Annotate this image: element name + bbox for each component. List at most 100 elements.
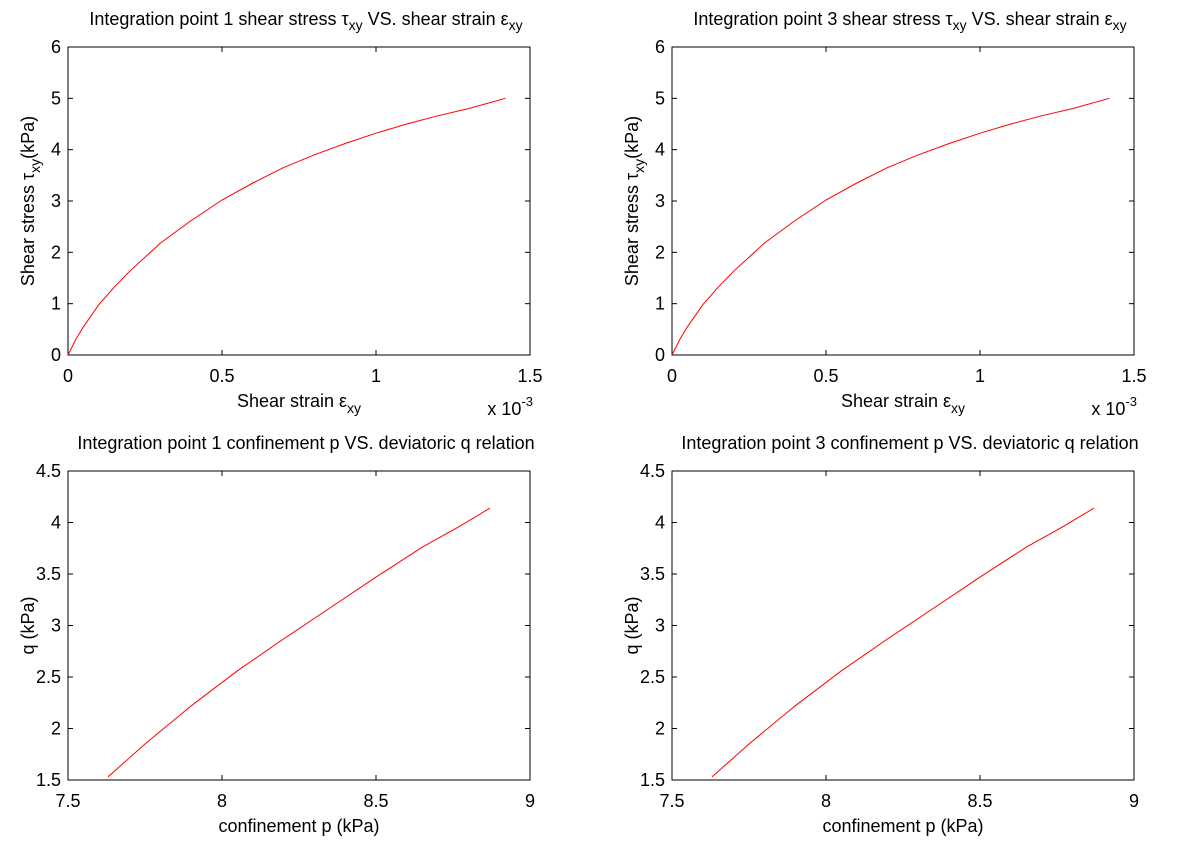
- y-tick-label: 4.5: [640, 461, 665, 481]
- plot-frame: [671, 470, 1135, 781]
- x-tick-label: 8.5: [363, 791, 388, 811]
- y-tick-label: 2.5: [36, 667, 61, 687]
- y-axis-label-subscript: xy: [631, 159, 647, 173]
- x-axis-label: Shear strain εxy: [237, 391, 361, 416]
- y-tick-label: 6: [51, 37, 61, 57]
- y-tick-label: 1.5: [36, 770, 61, 790]
- y-tick-label: 3: [51, 191, 61, 211]
- chart-title: Integration point 1 shear stress τxy VS.…: [89, 9, 522, 33]
- x-axis-label-text: Shear strain: [841, 391, 943, 411]
- x-axis-label-subscript: xy: [347, 400, 361, 416]
- y-axis-label-text: Shear stress: [622, 180, 642, 286]
- x-axis-label-text: confinement p (kPa): [822, 816, 983, 836]
- x-tick-label: 1.5: [1121, 366, 1146, 386]
- y-tick-label: 4: [51, 140, 61, 160]
- plot-frame: [67, 470, 531, 781]
- y-tick-label: 4: [51, 513, 61, 533]
- x-tick-label: 0: [667, 366, 677, 386]
- x-axis-label: confinement p (kPa): [822, 816, 983, 836]
- x-axis-multiplier-text: x 10: [1091, 399, 1125, 419]
- x-tick-label: 9: [1129, 791, 1139, 811]
- series-line: [671, 97, 1110, 356]
- plot-frame: [671, 46, 1135, 356]
- series-line: [107, 507, 491, 778]
- y-tick-label: 0: [655, 345, 665, 365]
- x-axis-label-symbol: ε: [339, 391, 347, 411]
- chart-title-subscript: xy: [1113, 17, 1127, 33]
- y-axis-label: Shear stress τxy(kPa): [622, 116, 647, 286]
- x-axis-multiplier-exponent: -3: [521, 394, 533, 409]
- x-axis-multiplier-exponent: -3: [1125, 394, 1137, 409]
- x-tick-label: 0.5: [813, 366, 838, 386]
- x-tick-label: 8: [821, 791, 831, 811]
- x-axis-label-text: confinement p (kPa): [218, 816, 379, 836]
- chart-title-text: VS. shear strain: [967, 9, 1105, 29]
- y-axis-label-unit: (kPa): [622, 116, 642, 159]
- y-axis-label-text: q (kPa): [18, 596, 38, 654]
- x-tick-label: 1: [371, 366, 381, 386]
- series-line: [711, 507, 1095, 778]
- chart-title-symbol: τ: [341, 9, 348, 29]
- chart-title-subscript: xy: [953, 17, 967, 33]
- y-tick-label: 2: [51, 242, 61, 262]
- y-tick-label: 1: [655, 294, 665, 314]
- y-tick-label: 2: [655, 242, 665, 262]
- chart-title-subscript: xy: [349, 17, 363, 33]
- chart-panel-2: 0 0.5 1 1.5 0 1 2 3 4 5 6 Integration point 3 shear…: [622, 9, 1147, 419]
- chart-title-text: Integration point 1 confinement p VS. de…: [77, 433, 534, 453]
- x-tick-label: 8: [217, 791, 227, 811]
- y-tick-label: 3: [51, 616, 61, 636]
- y-axis-label: Shear stress τxy(kPa): [18, 116, 43, 286]
- chart-title: Integration point 1 confinement p VS. de…: [77, 433, 534, 453]
- x-axis-label-text: Shear strain: [237, 391, 339, 411]
- x-tick-label: 7.5: [55, 791, 80, 811]
- y-tick-label: 5: [51, 88, 61, 108]
- y-tick-label: 3: [655, 191, 665, 211]
- chart-title-symbol: τ: [945, 9, 952, 29]
- y-tick-label: 3.5: [36, 564, 61, 584]
- y-tick-label: 4.5: [36, 461, 61, 481]
- x-tick-label: 0: [63, 366, 73, 386]
- y-axis-label-symbol: τ: [622, 173, 642, 180]
- x-tick-label: 1: [975, 366, 985, 386]
- y-axis-label: q (kPa): [622, 596, 642, 654]
- y-tick-label: 3: [655, 616, 665, 636]
- y-tick-label: 6: [655, 37, 665, 57]
- chart-title: Integration point 3 shear stress τxy VS.…: [693, 9, 1126, 33]
- chart-title-subscript: xy: [509, 17, 523, 33]
- x-tick-label: 8.5: [967, 791, 992, 811]
- chart-title: Integration point 3 confinement p VS. de…: [681, 433, 1138, 453]
- chart-panel-3: 7.5 8 8.5 9 1.5 2 2.5 3 3.5 4 4.5 Integration point…: [18, 433, 535, 836]
- y-tick-label: 1.5: [640, 770, 665, 790]
- chart-title-text: Integration point 1 shear stress: [89, 9, 341, 29]
- chart-title-text: Integration point 3 confinement p VS. de…: [681, 433, 1138, 453]
- chart-panel-1: 0 0.5 1 1.5 0 1 2 3 4 5 6 Integration point 1 shear…: [18, 9, 543, 419]
- y-axis-label-subscript: xy: [27, 159, 43, 173]
- plot-frame: [67, 46, 531, 356]
- y-tick-label: 3.5: [640, 564, 665, 584]
- y-tick-label: 2: [51, 719, 61, 739]
- y-axis-label-text: q (kPa): [622, 596, 642, 654]
- chart-title-symbol: ε: [1105, 9, 1113, 29]
- y-tick-label: 5: [655, 88, 665, 108]
- x-axis-multiplier: x 10-3: [487, 394, 533, 419]
- y-axis-label-text: Shear stress: [18, 180, 38, 286]
- x-axis-label: confinement p (kPa): [218, 816, 379, 836]
- series-line: [67, 97, 506, 356]
- y-tick-label: 4: [655, 140, 665, 160]
- x-axis-multiplier-text: x 10: [487, 399, 521, 419]
- chart-title-text: VS. shear strain: [363, 9, 501, 29]
- x-axis-label-subscript: xy: [951, 400, 965, 416]
- y-axis-label-unit: (kPa): [18, 116, 38, 159]
- y-tick-label: 0: [51, 345, 61, 365]
- chart-title-text: Integration point 3 shear stress: [693, 9, 945, 29]
- x-tick-label: 9: [525, 791, 535, 811]
- y-tick-label: 1: [51, 294, 61, 314]
- x-tick-label: 0.5: [209, 366, 234, 386]
- x-axis-label: Shear strain εxy: [841, 391, 965, 416]
- chart-title-symbol: ε: [501, 9, 509, 29]
- x-tick-label: 7.5: [659, 791, 684, 811]
- x-tick-label: 1.5: [517, 366, 542, 386]
- y-tick-label: 4: [655, 513, 665, 533]
